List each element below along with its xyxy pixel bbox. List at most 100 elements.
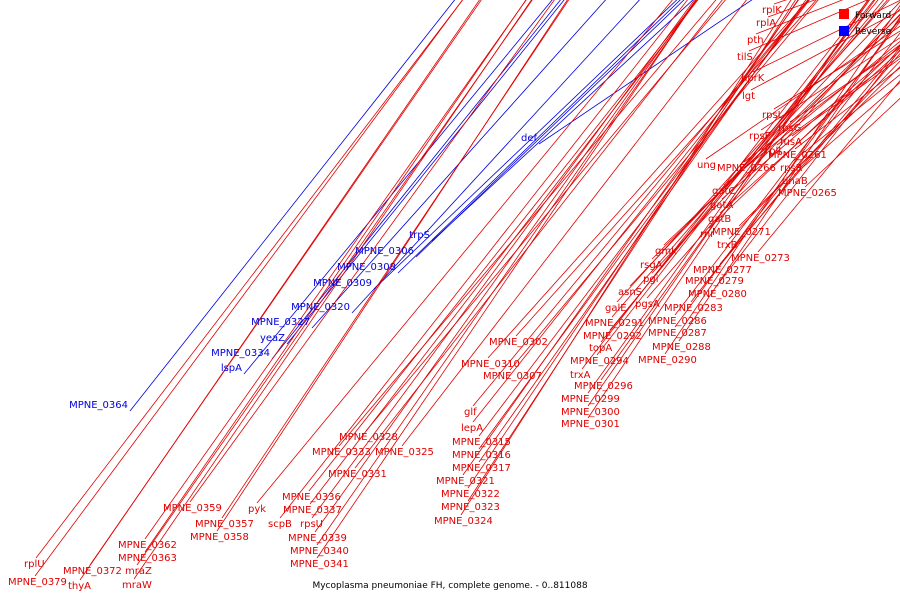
- forward-feature-label: MPNE_0300: [561, 407, 620, 418]
- reverse-feature-label: trpS: [409, 230, 430, 241]
- forward-leader-line: [587, 0, 870, 394]
- forward-leader-line: [509, 0, 819, 371]
- forward-feature-label: thyA: [68, 581, 91, 592]
- forward-leader-line: [308, 0, 698, 492]
- forward-leader-line: [279, 0, 688, 519]
- forward-leader-line: [460, 0, 792, 516]
- forward-feature-label: trxB: [717, 240, 738, 251]
- legend-forward-label: Forward: [855, 11, 891, 21]
- forward-feature-label: lgt: [742, 91, 755, 102]
- forward-leader-line: [34, 0, 463, 577]
- forward-feature-label: pyk: [248, 504, 266, 515]
- forward-feature-label: MPNE_0315: [452, 437, 511, 448]
- forward-leader-line: [776, 55, 900, 146]
- reverse-feature-label: MPNE_0364: [69, 400, 128, 411]
- forward-feature-label: MPNE_0340: [290, 546, 349, 557]
- forward-feature-label: gatC: [712, 186, 735, 197]
- forward-leader-line: [611, 0, 888, 318]
- forward-feature-label: MPNE_0280: [688, 289, 747, 300]
- forward-leader-line: [600, 0, 879, 343]
- forward-feature-label: MPNE_0331: [328, 469, 387, 480]
- forward-leader-line: [748, 0, 869, 52]
- label-lines: [34, 0, 900, 581]
- forward-feature-label: trxA: [570, 370, 591, 381]
- forward-feature-label: rplU: [24, 559, 45, 570]
- legend-reverse-swatch: [839, 26, 849, 36]
- forward-feature-label: MPNE_0372: [63, 566, 122, 577]
- forward-feature-label: MPNE_0363: [118, 553, 177, 564]
- forward-feature-label: mraZ: [125, 566, 152, 577]
- forward-leader-line: [216, 0, 568, 532]
- forward-feature-label: rsgA: [640, 260, 663, 271]
- forward-leader-line: [674, 20, 900, 316]
- forward-leader-line: [487, 0, 809, 359]
- forward-feature-label: MPNE_0294: [570, 356, 629, 367]
- forward-feature-label: MPNE_0288: [652, 342, 711, 353]
- reverse-leader-line: [415, 0, 685, 258]
- forward-feature-label: MPNE_0286: [648, 316, 707, 327]
- forward-leader-line: [714, 49, 900, 289]
- forward-leader-line: [478, 0, 807, 463]
- forward-feature-label: gmk: [655, 246, 677, 257]
- forward-feature-label: MPNE_0324: [434, 516, 493, 527]
- legend-forward-swatch: [839, 9, 849, 19]
- reverse-feature-label: lspA: [221, 363, 242, 374]
- forward-leader-line: [760, 37, 900, 131]
- forward-leader-line: [338, 0, 717, 447]
- feature-labels: def trpS MPNE_0306 MPNE_0308 MPNE_0309 MPNE_0…: [8, 5, 837, 592]
- forward-leader-line: [365, 0, 726, 432]
- forward-leader-line: [664, 4, 900, 355]
- forward-leader-line: [750, 10, 900, 91]
- forward-feature-label: MPNE_0279: [685, 276, 744, 287]
- forward-leader-line: [728, 60, 900, 240]
- reverse-feature-label: MPNE_0320: [291, 302, 350, 313]
- forward-feature-label: galE: [605, 303, 627, 314]
- forward-feature-label: tilS: [737, 52, 753, 63]
- forward-leader-line: [600, 0, 876, 381]
- forward-leader-line: [616, 0, 890, 303]
- forward-feature-label: MPNE_0379: [8, 577, 67, 588]
- forward-leader-line: [629, 1, 900, 287]
- forward-feature-label: MPNE_0283: [664, 303, 723, 314]
- forward-leader-line: [478, 0, 810, 437]
- forward-feature-label: rpsF: [749, 131, 771, 142]
- forward-feature-label: MPNE_0362: [118, 540, 177, 551]
- legend: Forward Reverse: [839, 9, 892, 37]
- forward-feature-label: pth: [747, 35, 764, 46]
- forward-feature-label: pgsA: [635, 299, 660, 310]
- forward-leader-line: [743, 44, 900, 163]
- forward-feature-label: rplK: [762, 5, 782, 16]
- forward-leader-line: [314, 0, 697, 533]
- forward-feature-label: MPNE_0322: [441, 489, 500, 500]
- forward-feature-label: MPNE_0358: [190, 532, 249, 543]
- forward-leader-line: [678, 16, 900, 342]
- forward-leader-line: [757, 80, 900, 253]
- forward-feature-label: rplI: [765, 146, 781, 157]
- forward-feature-label: MPNE_0292: [583, 331, 642, 342]
- forward-leader-line: [708, 44, 900, 229]
- forward-feature-label: MPNE_0341: [290, 559, 349, 570]
- forward-feature-label: MPNE_0291: [585, 318, 644, 329]
- forward-leader-line: [256, 0, 673, 504]
- forward-feature-label: MPNE_0310: [461, 359, 520, 370]
- reverse-feature-label: MPNE_0308: [337, 262, 396, 273]
- forward-leader-line: [791, 58, 900, 137]
- forward-leader-line: [467, 0, 796, 502]
- reverse-leader-line: [397, 0, 681, 274]
- forward-feature-label: MPNE_0265: [778, 188, 837, 199]
- forward-leader-line: [791, 74, 900, 163]
- forward-feature-label: MPNE_0296: [574, 381, 633, 392]
- forward-feature-label: MPNE_0321: [436, 476, 495, 487]
- forward-feature-label: MPNE_0325: [375, 447, 434, 458]
- forward-leader-line: [309, 0, 699, 505]
- forward-leader-line: [401, 0, 747, 447]
- forward-leader-line: [316, 0, 697, 546]
- forward-leader-line: [478, 0, 809, 450]
- reverse-feature-label: def: [521, 133, 538, 144]
- reverse-leader-line: [129, 0, 456, 412]
- forward-leader-line: [136, 0, 533, 566]
- forward-feature-label: rpsL: [762, 110, 784, 121]
- forward-leader-line: [221, 0, 570, 519]
- reverse-feature-label: MPNE_0309: [313, 278, 372, 289]
- forward-leader-line: [804, 97, 900, 188]
